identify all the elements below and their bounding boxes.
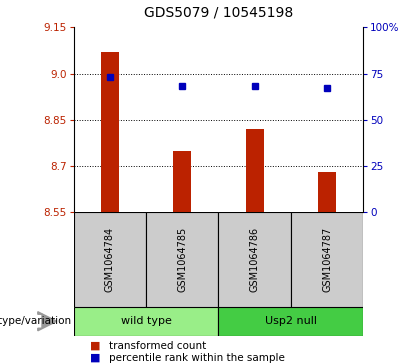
Bar xyxy=(246,129,264,212)
Bar xyxy=(218,307,363,336)
Text: genotype/variation: genotype/variation xyxy=(0,316,71,326)
Text: wild type: wild type xyxy=(121,316,171,326)
Text: percentile rank within the sample: percentile rank within the sample xyxy=(109,352,285,363)
Bar xyxy=(101,52,119,212)
Bar xyxy=(218,212,291,307)
Bar xyxy=(146,212,218,307)
Text: transformed count: transformed count xyxy=(109,340,207,351)
Bar xyxy=(318,172,336,212)
Text: ■: ■ xyxy=(90,340,101,351)
Text: GSM1064786: GSM1064786 xyxy=(249,227,260,292)
Text: GDS5079 / 10545198: GDS5079 / 10545198 xyxy=(144,6,293,20)
Text: GSM1064785: GSM1064785 xyxy=(177,227,187,292)
Bar xyxy=(291,212,363,307)
Text: ■: ■ xyxy=(90,352,101,363)
Text: GSM1064784: GSM1064784 xyxy=(105,227,115,292)
Bar xyxy=(173,151,191,212)
Text: Usp2 null: Usp2 null xyxy=(265,316,317,326)
Bar xyxy=(74,212,146,307)
Bar xyxy=(74,307,218,336)
Text: GSM1064787: GSM1064787 xyxy=(322,227,332,292)
FancyArrow shape xyxy=(38,312,57,331)
